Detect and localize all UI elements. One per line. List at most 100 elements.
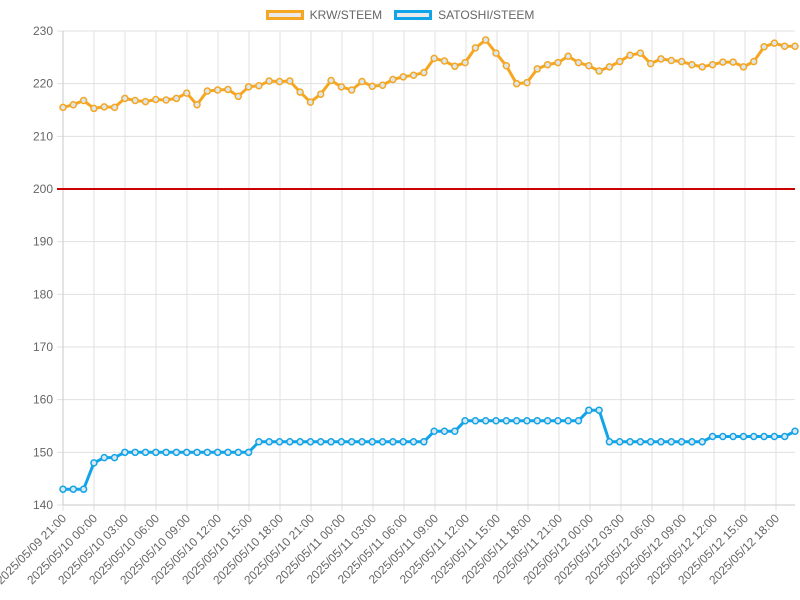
data-point-satoshi-steem	[182, 448, 191, 457]
data-point-satoshi-steem	[780, 432, 789, 441]
data-point-krw-steem	[512, 79, 521, 88]
data-point-krw-steem	[543, 60, 552, 69]
data-point-satoshi-steem	[760, 432, 768, 441]
legend-item-krw-steem[interactable]: KRW/STEEM	[265, 8, 383, 22]
legend-label-krw-steem: KRW/STEEM	[309, 8, 383, 22]
data-point-satoshi-steem	[110, 453, 119, 462]
data-point-satoshi-steem	[492, 416, 500, 425]
data-point-satoshi-steem	[337, 438, 346, 446]
y-tick-label: 200	[33, 182, 53, 196]
legend-label-satoshi-steem: SATOSHI/STEEM	[438, 8, 535, 22]
data-point-krw-steem	[296, 88, 304, 96]
data-point-krw-steem	[440, 57, 449, 65]
data-point-krw-steem	[152, 95, 160, 104]
legend-item-satoshi-steem[interactable]: SATOSHI/STEEM	[394, 8, 534, 22]
data-point-krw-steem	[275, 77, 284, 86]
y-tick-label: 220	[33, 77, 53, 91]
data-point-krw-steem	[172, 94, 181, 103]
y-tick-label: 150	[33, 445, 53, 459]
data-point-krw-steem	[585, 62, 593, 70]
data-point-satoshi-steem	[430, 427, 438, 436]
data-point-satoshi-steem	[172, 448, 181, 457]
data-point-krw-steem	[760, 43, 768, 51]
data-point-krw-steem	[739, 63, 748, 71]
data-point-satoshi-steem	[327, 438, 335, 446]
data-point-satoshi-steem	[770, 432, 779, 441]
data-point-satoshi-steem	[69, 485, 78, 493]
data-point-krw-steem	[523, 78, 531, 87]
data-point-satoshi-steem	[162, 448, 170, 457]
data-point-krw-steem	[657, 55, 665, 63]
data-point-krw-steem	[389, 75, 397, 84]
data-point-krw-steem	[698, 63, 706, 71]
data-point-satoshi-steem	[698, 438, 706, 446]
data-point-krw-steem	[213, 86, 222, 94]
data-point-krw-steem	[234, 92, 243, 101]
data-point-satoshi-steem	[605, 438, 614, 446]
data-point-krw-steem	[595, 67, 603, 75]
y-tick-label: 140	[33, 498, 53, 512]
data-point-satoshi-steem	[708, 432, 717, 441]
y-tick-label: 210	[33, 129, 53, 143]
data-point-krw-steem	[409, 71, 418, 79]
data-point-satoshi-steem	[378, 438, 387, 446]
data-point-satoshi-steem	[368, 438, 377, 446]
data-point-satoshi-steem	[213, 448, 222, 457]
data-point-satoshi-steem	[667, 438, 676, 446]
data-point-satoshi-steem	[203, 448, 212, 457]
data-point-satoshi-steem	[512, 416, 521, 425]
data-point-krw-steem	[461, 58, 469, 67]
data-point-krw-steem	[327, 76, 335, 85]
data-point-krw-steem	[265, 77, 273, 85]
data-point-satoshi-steem	[358, 438, 366, 446]
y-tick-label: 230	[33, 24, 53, 38]
data-point-krw-steem	[770, 39, 779, 47]
data-point-krw-steem	[193, 100, 201, 109]
data-point-krw-steem	[677, 57, 686, 66]
data-point-satoshi-steem	[296, 438, 304, 446]
data-point-krw-steem	[533, 65, 542, 73]
data-point-satoshi-steem	[59, 485, 67, 493]
data-point-krw-steem	[131, 96, 139, 105]
data-point-satoshi-steem	[739, 432, 748, 441]
data-point-satoshi-steem	[234, 448, 243, 457]
data-point-krw-steem	[100, 103, 108, 111]
data-point-satoshi-steem	[729, 432, 737, 441]
data-point-krw-steem	[244, 83, 253, 91]
data-point-satoshi-steem	[791, 427, 799, 436]
data-point-krw-steem	[646, 59, 655, 68]
data-point-krw-steem	[667, 56, 676, 65]
data-point-satoshi-steem	[677, 438, 686, 446]
series-line-satoshi-steem	[63, 408, 796, 491]
data-point-satoshi-steem	[255, 438, 263, 446]
data-point-krw-steem	[224, 85, 232, 94]
data-point-satoshi-steem	[409, 438, 418, 446]
data-point-krw-steem	[729, 58, 737, 66]
data-point-satoshi-steem	[719, 432, 727, 441]
data-point-satoshi-steem	[316, 438, 325, 446]
data-point-satoshi-steem	[688, 438, 696, 446]
data-point-satoshi-steem	[389, 438, 397, 446]
data-point-krw-steem	[430, 54, 438, 63]
data-point-satoshi-steem	[471, 416, 480, 425]
data-point-satoshi-steem	[152, 448, 160, 457]
data-point-krw-steem	[162, 96, 170, 104]
data-point-krw-steem	[90, 104, 98, 113]
legend-swatch-satoshi-steem	[394, 10, 433, 20]
data-point-satoshi-steem	[244, 448, 253, 457]
data-point-satoshi-steem	[502, 416, 511, 425]
data-point-krw-steem	[492, 49, 500, 57]
data-point-satoshi-steem	[554, 416, 562, 425]
data-point-satoshi-steem	[275, 438, 284, 446]
data-point-krw-steem	[636, 49, 645, 57]
data-point-krw-steem	[420, 68, 428, 77]
data-point-krw-steem	[255, 82, 263, 90]
data-point-krw-steem	[141, 97, 150, 106]
data-point-krw-steem	[791, 42, 799, 51]
data-point-krw-steem	[69, 100, 78, 109]
data-point-satoshi-steem	[131, 448, 139, 457]
data-point-satoshi-steem	[646, 438, 655, 446]
data-point-satoshi-steem	[564, 416, 572, 425]
data-point-satoshi-steem	[224, 448, 232, 457]
